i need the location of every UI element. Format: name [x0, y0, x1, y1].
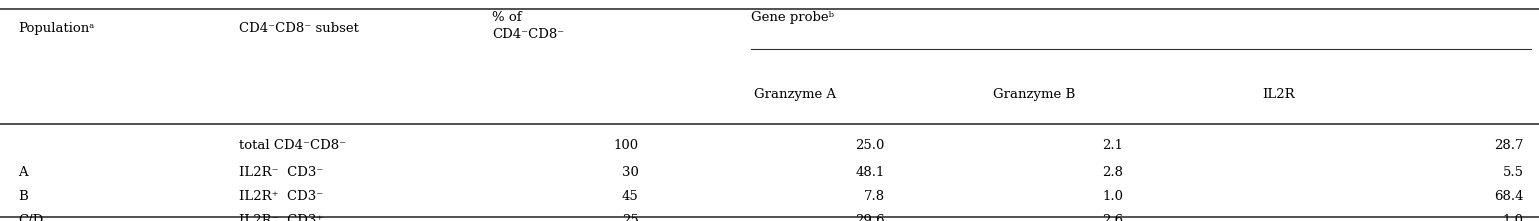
Text: Populationᵃ: Populationᵃ	[18, 22, 95, 35]
Text: 100: 100	[614, 139, 639, 152]
Text: C/D: C/D	[18, 214, 43, 221]
Text: 45: 45	[622, 190, 639, 203]
Text: 28.7: 28.7	[1494, 139, 1524, 152]
Text: 48.1: 48.1	[856, 166, 885, 179]
Text: 2.8: 2.8	[1102, 166, 1123, 179]
Text: 2.6: 2.6	[1102, 214, 1123, 221]
Text: Granzyme B: Granzyme B	[993, 88, 1074, 101]
Text: IL2R⁺  CD3⁻: IL2R⁺ CD3⁻	[239, 190, 323, 203]
Text: 7.8: 7.8	[863, 190, 885, 203]
Text: 1.0: 1.0	[1502, 214, 1524, 221]
Text: 30: 30	[622, 166, 639, 179]
Text: B: B	[18, 190, 28, 203]
Text: 2.1: 2.1	[1102, 139, 1123, 152]
Text: IL2R: IL2R	[1262, 88, 1294, 101]
Text: 29.6: 29.6	[856, 214, 885, 221]
Text: IL2R⁻  CD3⁻: IL2R⁻ CD3⁻	[239, 166, 323, 179]
Text: A: A	[18, 166, 28, 179]
Text: 5.5: 5.5	[1502, 166, 1524, 179]
Text: 25: 25	[622, 214, 639, 221]
Text: CD4⁻CD8⁻ subset: CD4⁻CD8⁻ subset	[239, 22, 359, 35]
Text: IL2R⁻  CD3⁺: IL2R⁻ CD3⁺	[239, 214, 323, 221]
Text: 68.4: 68.4	[1494, 190, 1524, 203]
Text: Granzyme A: Granzyme A	[754, 88, 836, 101]
Text: total CD4⁻CD8⁻: total CD4⁻CD8⁻	[239, 139, 346, 152]
Text: 25.0: 25.0	[856, 139, 885, 152]
Text: % of
CD4⁻CD8⁻: % of CD4⁻CD8⁻	[492, 11, 565, 41]
Text: Gene probeᵇ: Gene probeᵇ	[751, 11, 834, 24]
Text: 1.0: 1.0	[1102, 190, 1123, 203]
